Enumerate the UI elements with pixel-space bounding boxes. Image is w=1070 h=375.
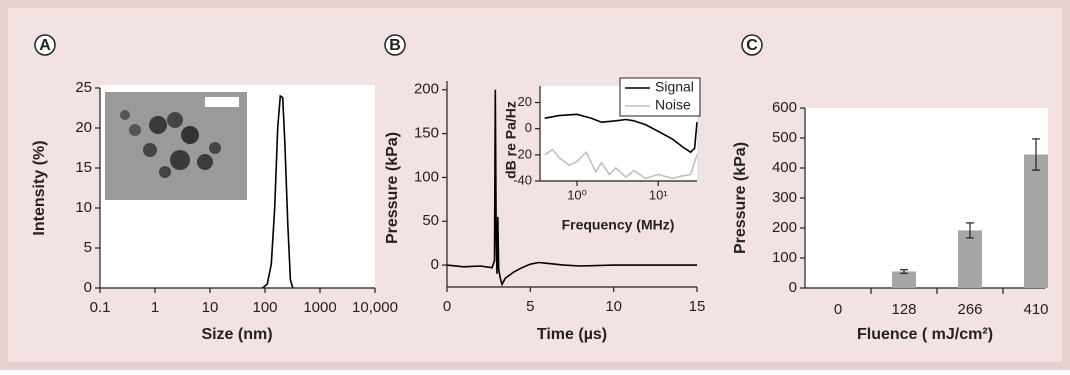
bar [892, 272, 916, 289]
legend-label: Noise [655, 97, 691, 113]
x-tick-label: 10,000 [352, 299, 398, 316]
bar [1024, 155, 1048, 289]
y-axis-title: Pressure (kPa) [732, 142, 749, 254]
y-tick-label: 500 [772, 129, 797, 146]
y-tick-label: 600 [772, 99, 797, 116]
x-tick-label: 0.1 [90, 299, 111, 316]
y-tick-label: 0 [84, 279, 92, 296]
y-tick-label: 20 [75, 119, 92, 136]
y-tick-label: 0 [525, 120, 532, 135]
y-tick-label: 15 [75, 159, 92, 176]
panel-label: A [39, 37, 51, 54]
y-tick-label: 25 [75, 79, 92, 96]
x-axis-title: Time (µs) [537, 326, 607, 343]
page: A Size (nm) Intensity (%) 0 5 10 15 20 25 0.1 1 10 1… [0, 0, 1070, 370]
x-axis-title: Size (nm) [201, 326, 272, 343]
y-tick-label: 100 [414, 168, 439, 185]
y-tick-label: 400 [772, 159, 797, 176]
panel-label: C [746, 37, 758, 54]
y-tick-label: 50 [422, 212, 439, 229]
x-tick-label: 1000 [303, 299, 336, 316]
x-tick-label: 100 [252, 299, 277, 316]
y-tick-label: 10 [75, 199, 92, 216]
y-tick-label: 0 [431, 256, 439, 273]
y-tick-label: 200 [414, 81, 439, 98]
y-tick-label: 5 [84, 239, 92, 256]
x-tick-label: 15 [689, 298, 706, 315]
x-tick-label: 1 [151, 299, 159, 316]
y-axis-title: dB re Pa/Hz [503, 101, 519, 179]
y-tick-label: 150 [414, 125, 439, 142]
x-tick-label: 10 [202, 299, 219, 316]
x-tick-label: 10¹ [649, 187, 668, 202]
y-tick-label: -40 [513, 172, 532, 187]
y-tick-label: 20 [518, 94, 532, 109]
x-tick-label: 266 [957, 301, 982, 318]
plot-bg [805, 108, 1048, 288]
panel-label: B [389, 37, 401, 54]
y-axis-title: Pressure (kPa) [384, 132, 401, 244]
legend-label: Signal [655, 79, 694, 95]
tem-image [105, 92, 247, 200]
y-axis-title: Intensity (%) [31, 140, 48, 235]
x-tick-label: 10 [605, 298, 622, 315]
figure: A Size (nm) Intensity (%) 0 5 10 15 20 25 0.1 1 10 1… [0, 0, 1070, 370]
y-tick-label: 0 [789, 279, 797, 296]
y-tick-label: 300 [772, 189, 797, 206]
bar [958, 230, 982, 288]
x-tick-label: 410 [1023, 301, 1048, 318]
x-tick-label: 0 [443, 298, 451, 315]
x-axis-title: Frequency (MHz) [562, 217, 675, 233]
x-axis-title: Fluence ( mJ/cm²) [857, 326, 993, 343]
y-tick-label: 100 [772, 249, 797, 266]
y-tick-label: -20 [513, 146, 532, 161]
x-tick-label: 5 [526, 298, 534, 315]
x-tick-label: 0 [834, 301, 842, 318]
x-tick-label: 128 [891, 301, 916, 318]
y-tick-label: 200 [772, 219, 797, 236]
x-tick-label: 10⁰ [567, 187, 587, 202]
